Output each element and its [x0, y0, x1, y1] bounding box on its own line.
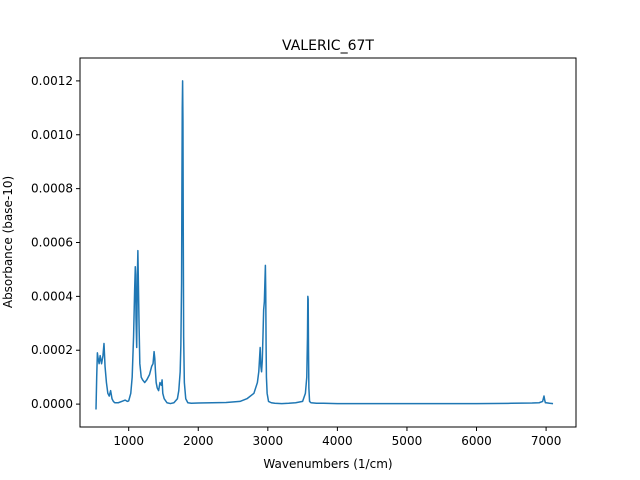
y-tick-label: 0.0012	[31, 74, 73, 88]
spectrum-line	[95, 80, 554, 410]
x-tick-label: 2000	[183, 434, 214, 448]
plot-area	[95, 80, 554, 410]
x-axis: 1000 2000 3000 4000 5000 6000 7000	[113, 427, 561, 448]
y-tick-label: 0.0008	[31, 182, 73, 196]
y-axis-label: Absorbance (base-10)	[1, 176, 15, 308]
y-tick-label: 0.0006	[31, 236, 73, 250]
x-tick-label: 5000	[392, 434, 423, 448]
y-axis: 0.0000 0.0002 0.0004 0.0006 0.0008 0.0010 0.00…	[31, 74, 80, 411]
x-tick-label: 4000	[322, 434, 353, 448]
x-tick-label: 6000	[461, 434, 492, 448]
x-tick-label: 7000	[531, 434, 562, 448]
chart-title: VALERIC_67T	[282, 38, 374, 54]
x-tick-label: 3000	[253, 434, 284, 448]
y-tick-label: 0.0000	[31, 397, 73, 411]
y-tick-label: 0.0004	[31, 289, 73, 303]
y-tick-label: 0.0010	[31, 128, 73, 142]
x-axis-label: Wavenumbers (1/cm)	[263, 457, 392, 471]
y-tick-label: 0.0002	[31, 343, 73, 357]
x-tick-label: 1000	[113, 434, 144, 448]
